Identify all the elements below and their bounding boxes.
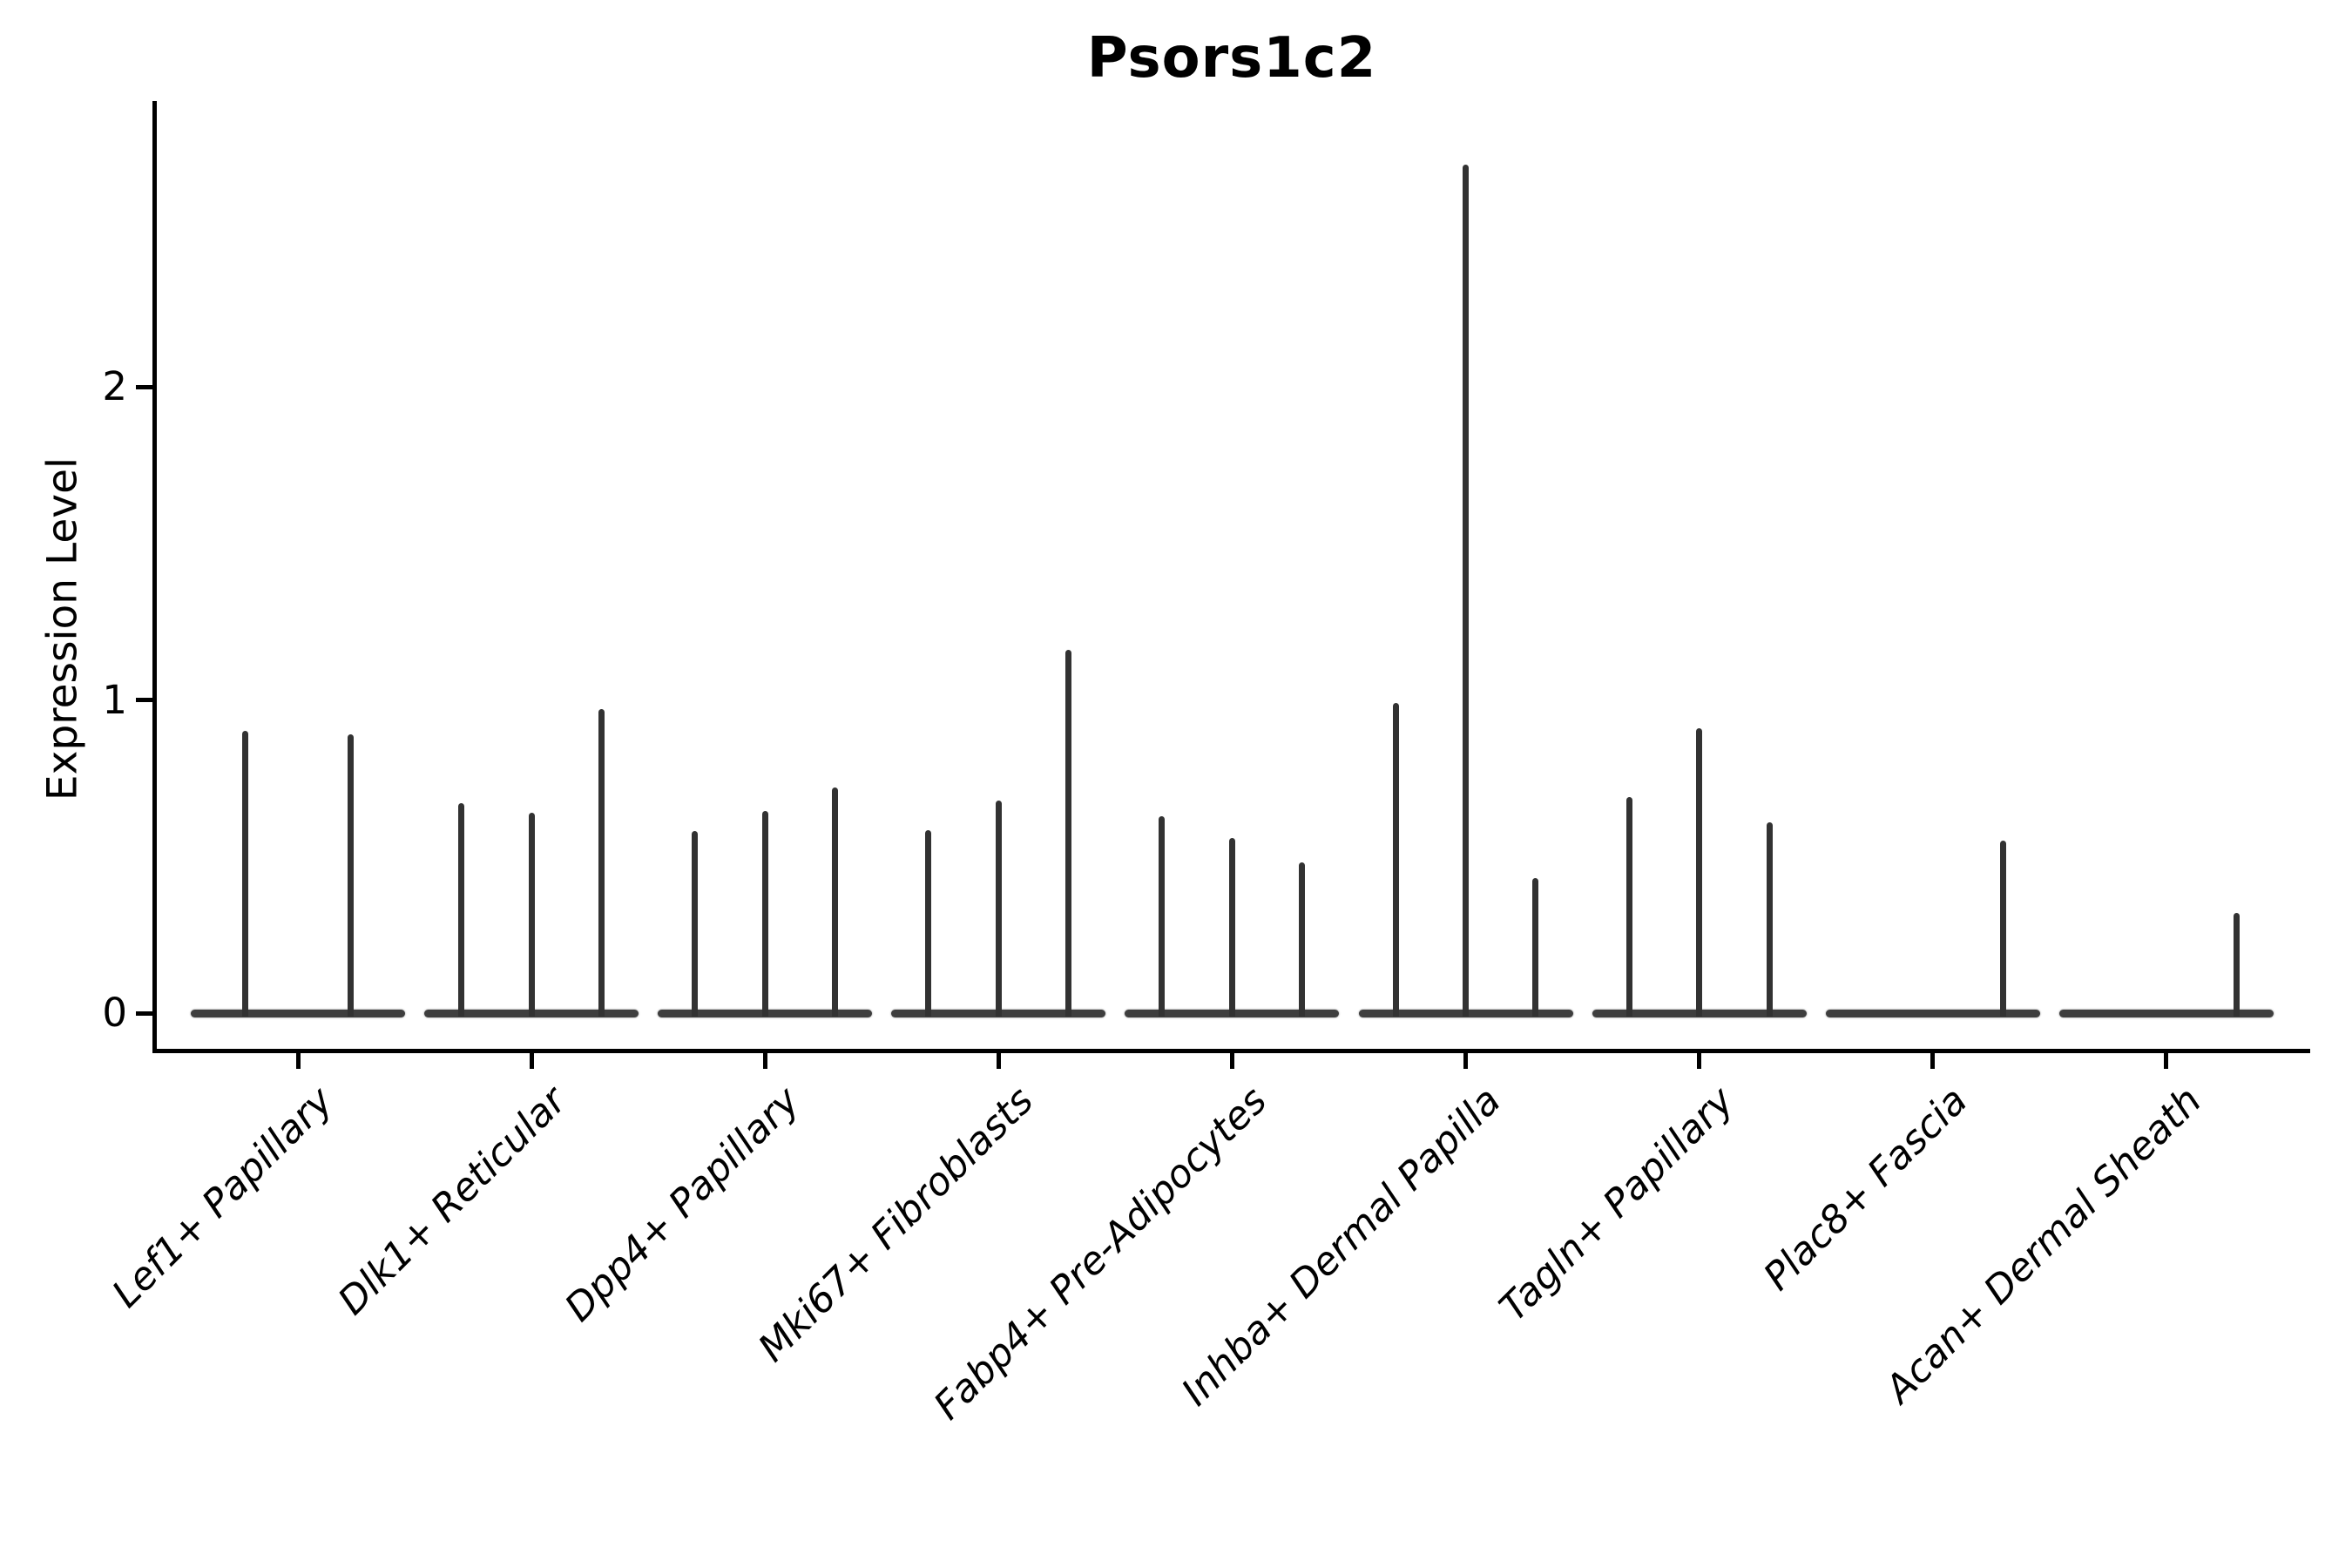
violin-spike bbox=[995, 800, 1002, 1017]
violin-spike bbox=[598, 709, 605, 1017]
violin-spike bbox=[761, 811, 768, 1017]
violin-spike bbox=[528, 812, 535, 1017]
violin-spike bbox=[1463, 164, 1469, 1017]
x-tick-label: Dlk1+ Reticular bbox=[329, 1078, 576, 1324]
violin-spike bbox=[347, 734, 354, 1017]
violin-baseline bbox=[1825, 1009, 2040, 1017]
y-tick-mark bbox=[136, 1010, 152, 1016]
y-tick-label: 1 bbox=[102, 676, 127, 723]
x-tick-mark bbox=[295, 1053, 301, 1069]
y-tick-label: 0 bbox=[102, 990, 127, 1036]
violin-spike bbox=[1696, 727, 1703, 1017]
x-axis-spine bbox=[152, 1049, 2310, 1053]
y-axis-spine bbox=[152, 101, 157, 1053]
x-tick-mark bbox=[2164, 1053, 2169, 1069]
chart-title: Psors1c2 bbox=[1086, 26, 1377, 91]
violin-spike bbox=[2233, 912, 2240, 1017]
x-tick-label: Dpp4+ Papillary bbox=[557, 1078, 809, 1331]
x-tick-mark bbox=[1463, 1053, 1468, 1069]
violin-spike bbox=[242, 731, 249, 1017]
violin-spike bbox=[1159, 815, 1166, 1017]
violin-spike bbox=[925, 829, 932, 1017]
violin-spike bbox=[1999, 841, 2006, 1017]
violin-spike bbox=[832, 787, 839, 1017]
violin-baseline bbox=[2058, 1009, 2274, 1017]
y-tick-mark bbox=[136, 698, 152, 702]
violin-spike bbox=[1228, 837, 1235, 1017]
violin-spike bbox=[458, 803, 465, 1017]
y-tick-mark bbox=[136, 384, 152, 389]
violin-spike bbox=[1625, 796, 1632, 1017]
violin-spike bbox=[1766, 821, 1773, 1017]
violin-spike bbox=[1299, 862, 1306, 1017]
violin-spike bbox=[1392, 703, 1399, 1017]
x-tick-mark bbox=[1930, 1053, 1936, 1069]
violin-spike bbox=[692, 831, 699, 1017]
x-tick-label: Lef1+ Papillary bbox=[104, 1078, 342, 1317]
x-tick-label: Plac8+ Fascia bbox=[1755, 1078, 1977, 1300]
x-tick-mark bbox=[762, 1053, 767, 1069]
violin-spike bbox=[1532, 878, 1539, 1017]
y-axis-label: Expression Level bbox=[38, 456, 87, 801]
x-tick-mark bbox=[1229, 1053, 1234, 1069]
violin-spike bbox=[1065, 649, 1072, 1017]
y-tick-label: 2 bbox=[102, 363, 127, 409]
x-tick-mark bbox=[529, 1053, 534, 1069]
violin-baseline bbox=[191, 1009, 405, 1017]
x-tick-mark bbox=[996, 1053, 1001, 1069]
x-tick-mark bbox=[1697, 1053, 1702, 1069]
x-tick-label: Tagln+ Papillary bbox=[1490, 1078, 1743, 1330]
